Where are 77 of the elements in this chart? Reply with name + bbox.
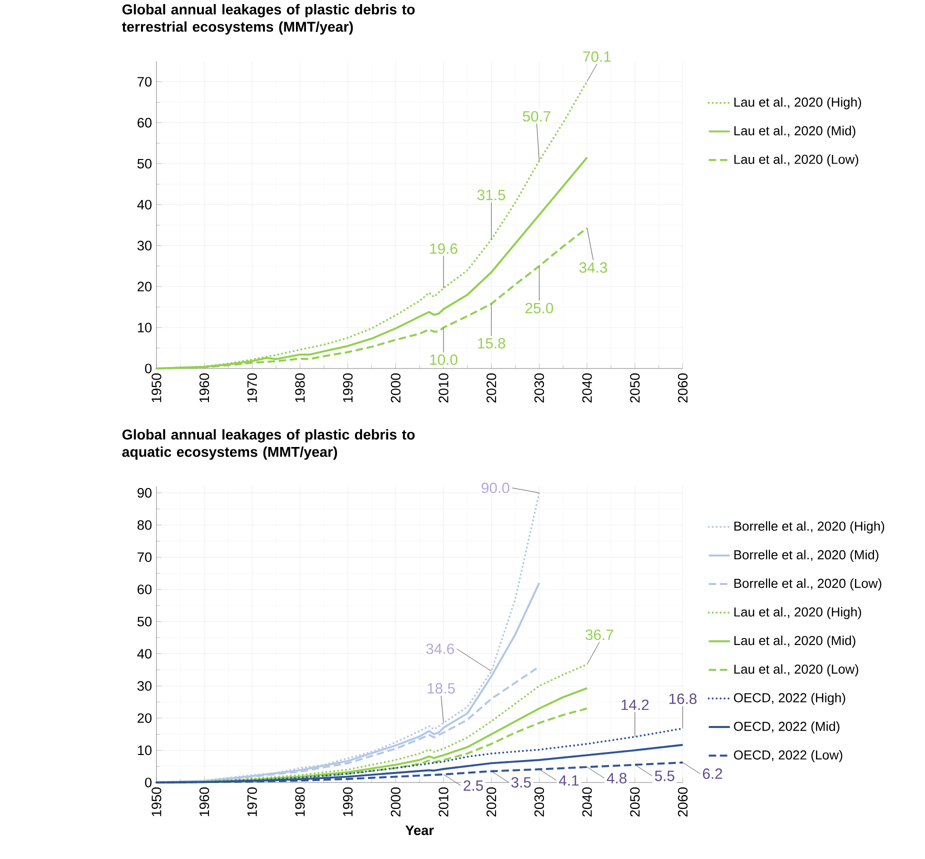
x-tick-label: 1990 xyxy=(343,788,353,816)
y-tick-label: 10 xyxy=(138,746,152,756)
legend-label: Lau et al., 2020 (High) xyxy=(734,607,862,620)
annotation: 15.8 xyxy=(478,338,506,349)
x-tick-label: 2010 xyxy=(438,788,448,817)
legend-label: Lau et al., 2020 (Mid) xyxy=(734,126,856,138)
y-tick-label: 20 xyxy=(138,282,152,292)
x-tick-label: 1950 xyxy=(152,374,162,402)
y-tick-label: 30 xyxy=(137,241,152,251)
y-tick-label: 70 xyxy=(138,77,152,87)
legend-label: OECD, 2022 (Low) xyxy=(734,750,842,762)
y-tick-label: 40 xyxy=(137,200,152,210)
y-tick-label: 30 xyxy=(137,681,152,691)
y-tick-label: 20 xyxy=(138,714,152,724)
annotation: 50.7 xyxy=(522,111,550,122)
y-tick-label: 10 xyxy=(138,322,152,333)
x-tick-label: 2050 xyxy=(630,374,640,403)
y-tick-label: 60 xyxy=(138,584,152,594)
annotation: 18.5 xyxy=(428,683,455,694)
x-tick-label: 1950 xyxy=(152,788,162,816)
annotation: 34.3 xyxy=(579,262,608,273)
chart-title: Global annual leakages of plastic debris to aquatic ecosystems (MMT/year) xyxy=(122,429,415,460)
x-tick-label: 2020 xyxy=(486,374,496,403)
x-tick-label: 2060 xyxy=(678,788,688,817)
x-tick-label: 2030 xyxy=(534,374,544,403)
x-tick-label: 2000 xyxy=(390,374,400,403)
legend-label: Borrelle et al., 2020 (Low) xyxy=(734,578,882,591)
y-tick-label: 50 xyxy=(137,616,152,627)
annotation: 16.8 xyxy=(669,694,697,704)
x-tick-label: 1960 xyxy=(199,788,210,816)
y-tick-label: 0 xyxy=(145,364,152,374)
x-tick-label: 2020 xyxy=(486,788,496,817)
annotation: 90.0 xyxy=(482,482,510,494)
annotation: 6.2 xyxy=(702,768,722,780)
x-axis-title: Year xyxy=(405,826,434,836)
legend-label: Lau et al., 2020 (Low) xyxy=(734,664,858,677)
x-tick-label: 1990 xyxy=(343,374,353,402)
legend-label: Lau et al., 2020 (High) xyxy=(734,97,862,110)
legend-label: OECD, 2022 (Mid) xyxy=(734,722,840,734)
x-tick-label: 1970 xyxy=(247,374,257,402)
annotation: 5.5 xyxy=(654,770,674,782)
annotation: 4.1 xyxy=(558,776,579,786)
annotation: 19.6 xyxy=(430,244,458,254)
x-tick-label: 2050 xyxy=(630,788,640,817)
x-tick-label: 1960 xyxy=(199,374,210,402)
annotation: 34.6 xyxy=(426,644,454,654)
annotation: 25.0 xyxy=(525,303,554,314)
x-tick-label: 1980 xyxy=(295,788,305,816)
x-tick-label: 2040 xyxy=(582,788,592,817)
x-tick-label: 2040 xyxy=(582,374,592,403)
legend-label: OECD, 2022 (High) xyxy=(734,693,846,706)
x-tick-label: 2030 xyxy=(534,788,544,817)
x-tick-label: 1970 xyxy=(247,788,257,816)
x-tick-label: 2000 xyxy=(390,788,400,817)
y-tick-label: 40 xyxy=(137,649,152,659)
y-tick-label: 60 xyxy=(138,118,152,128)
chart-title: Global annual leakages of plastic debris to terrestrial ecosystems (MMT/year) xyxy=(122,4,415,35)
annotation: 10.0 xyxy=(430,354,458,366)
annotation: 3.5 xyxy=(511,777,531,788)
y-tick-label: 90 xyxy=(138,488,152,498)
x-tick-label: 2060 xyxy=(678,374,688,403)
y-tick-label: 0 xyxy=(145,778,152,788)
annotation: 2.5 xyxy=(464,780,483,792)
annotation: 14.2 xyxy=(622,700,649,710)
y-tick-label: 70 xyxy=(138,552,152,562)
y-tick-label: 50 xyxy=(137,159,152,169)
y-tick-label: 80 xyxy=(138,520,152,530)
legend-label: Borrelle et al., 2020 (Mid) xyxy=(734,550,878,562)
legend-label: Lau et al., 2020 (Low) xyxy=(734,154,858,167)
legend-label: Borrelle et al., 2020 (High) xyxy=(734,521,884,534)
x-tick-label: 1980 xyxy=(295,374,305,402)
legend-label: Lau et al., 2020 (Mid) xyxy=(734,636,856,648)
annotation: 31.5 xyxy=(477,190,506,200)
annotation: 36.7 xyxy=(586,630,614,640)
annotation: 4.8 xyxy=(606,773,626,784)
x-tick-label: 2010 xyxy=(438,374,448,403)
annotation: 70.1 xyxy=(583,52,611,62)
